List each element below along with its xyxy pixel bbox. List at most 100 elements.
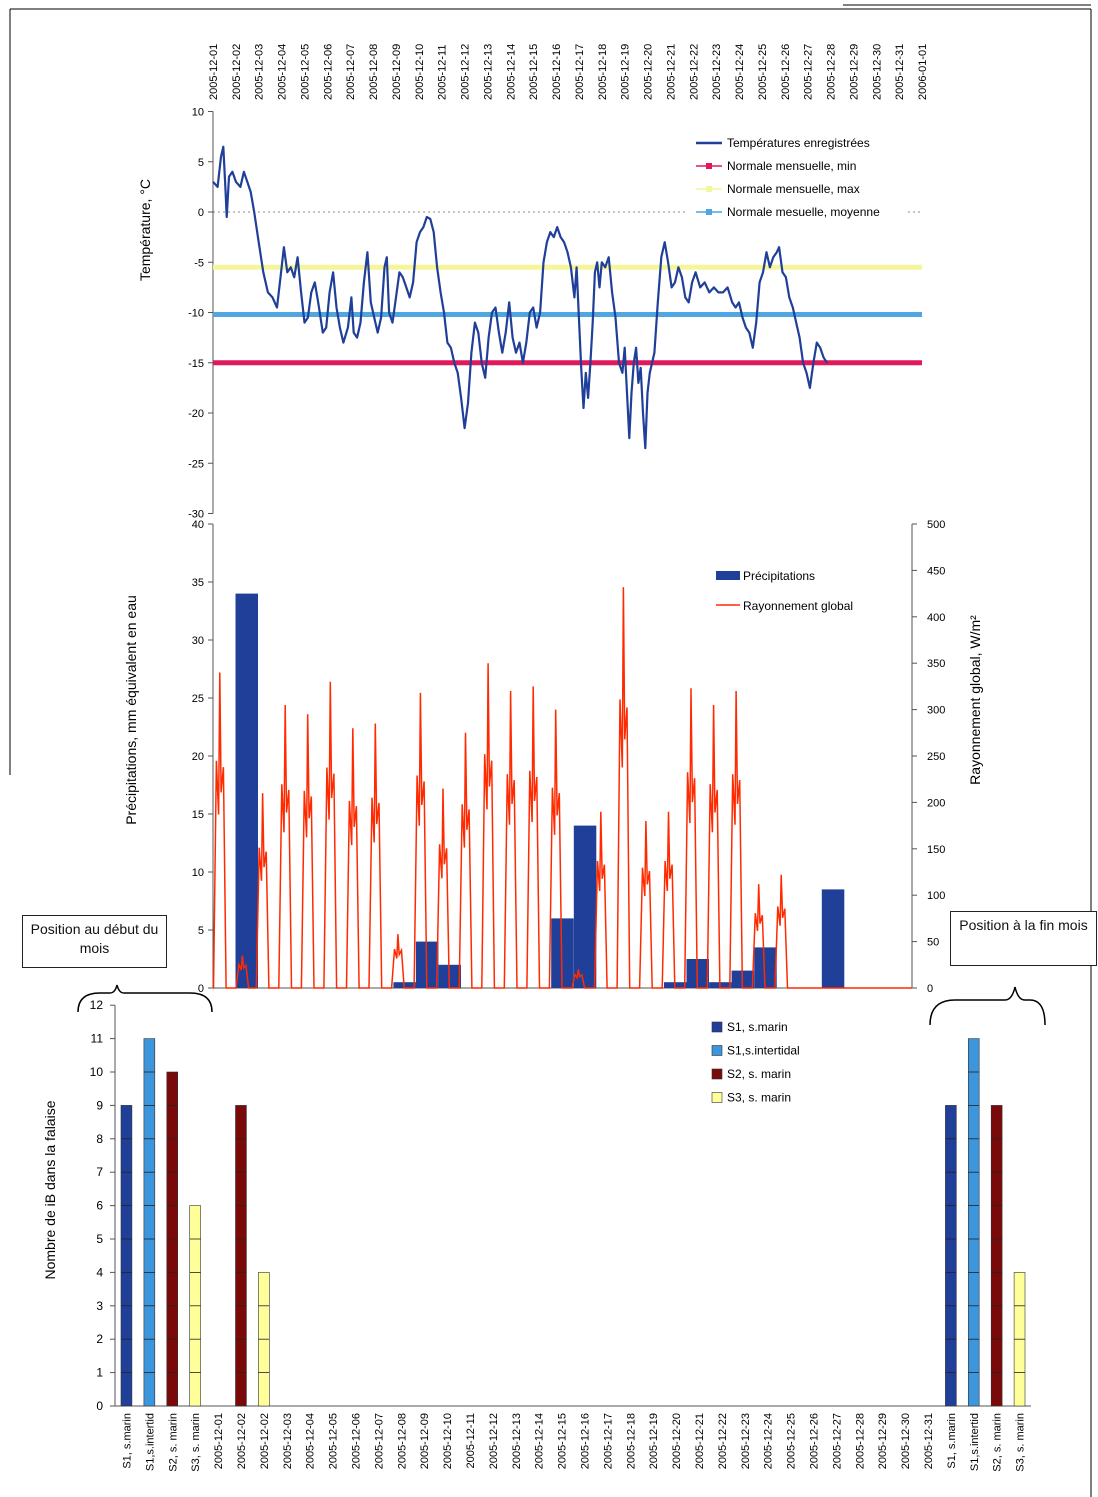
temp-tick-label: -10	[188, 308, 204, 320]
precipitation-bar	[754, 947, 777, 988]
prec-tick-label: 25	[192, 693, 204, 705]
temp-tick-label: 5	[198, 157, 204, 169]
category-label: S2, s. marin	[992, 1413, 1004, 1472]
date-label: 2005-12-17	[574, 44, 586, 100]
date-label: 2005-12-20	[643, 44, 655, 100]
date-label: 2005-12-19	[620, 44, 632, 100]
category-label: S2, s. marin	[167, 1413, 179, 1472]
rad-tick-label: 350	[927, 658, 945, 670]
start-position-text: Position au début du mois	[30, 921, 159, 956]
iceberg-category-labels: S1, s.marin S1,s.intertid S2, s. marin S3, …	[121, 1413, 1026, 1472]
temp-tick-label: -25	[188, 458, 204, 470]
end-brace	[929, 986, 1046, 1026]
category-label: 2005-12-15	[557, 1413, 569, 1469]
iceberg-bar	[235, 1105, 247, 1407]
prec-tick-label: 5	[198, 925, 204, 937]
date-label: 2005-12-09	[391, 44, 403, 100]
date-label: 2005-12-27	[803, 44, 815, 100]
end-position-text: Position à la fin mois	[959, 917, 1088, 933]
category-label: 2005-12-09	[419, 1413, 431, 1469]
ib-tick-label: 12	[90, 998, 104, 1012]
iceberg-axis-title: Nombre de iB dans la falaise	[42, 1100, 58, 1279]
category-label: 2005-12-18	[625, 1413, 637, 1469]
date-label: 2005-12-05	[299, 44, 311, 100]
iceberg-bar	[967, 1038, 980, 1407]
date-label: 2005-12-23	[711, 44, 723, 100]
rad-tick-label: 150	[927, 844, 945, 856]
radiation-axis-title: Rayonnement global, W/m²	[967, 615, 983, 785]
rad-tick-label: 0	[927, 983, 933, 995]
category-label: 2005-12-02	[259, 1413, 271, 1469]
category-label: 2005-12-19	[648, 1413, 660, 1469]
legend-swatch	[711, 1092, 723, 1103]
ib-tick-label: 4	[96, 1265, 103, 1279]
precipitation-legend: Précipitations Rayonnement global	[694, 560, 853, 622]
temperature-legend: Températures enregistrées Normale mensuel…	[688, 135, 908, 227]
rad-tick-label: 300	[927, 705, 945, 717]
temperature-series-line	[212, 145, 829, 450]
temp-tick-label: -15	[188, 358, 204, 370]
date-label: 2005-12-04	[277, 44, 289, 100]
date-label: 2005-12-25	[757, 44, 769, 100]
ib-tick-label: 9	[96, 1098, 103, 1112]
precipitation-bar	[551, 918, 574, 988]
category-label: 2005-12-27	[831, 1413, 843, 1469]
category-label: 2005-12-13	[511, 1413, 523, 1469]
date-label: 2005-12-01	[208, 44, 220, 100]
ib-tick-label: 6	[96, 1199, 103, 1213]
temperature-chart: 10 5 0 -5 -10 -15 -20 -25 -30 Température, °C Te…	[137, 107, 922, 521]
date-label: 2005-12-15	[528, 44, 540, 100]
legend-label: Rayonnement global	[743, 599, 853, 613]
rad-tick-label: 500	[927, 519, 945, 531]
category-label: 2005-12-29	[877, 1413, 889, 1469]
date-label: 2005-12-08	[368, 44, 380, 100]
category-label: 2005-12-24	[763, 1413, 775, 1469]
category-label: 2005-12-28	[854, 1413, 866, 1469]
category-label: 2005-12-20	[671, 1413, 683, 1469]
legend-label: S1, s.marin	[727, 1020, 788, 1034]
precipitation-bar	[573, 825, 597, 988]
legend-marker	[706, 186, 712, 192]
ib-tick-label: 11	[91, 1032, 104, 1046]
category-label: 2005-12-26	[808, 1413, 820, 1469]
rad-tick-label: 400	[927, 612, 945, 624]
date-label: 2005-12-06	[322, 44, 334, 100]
category-label: S1, s.marin	[121, 1413, 133, 1469]
date-label: 2005-12-11	[437, 45, 449, 100]
legend-box	[688, 135, 908, 227]
legend-label: Précipitations	[743, 569, 815, 583]
category-label: 2005-12-21	[694, 1413, 706, 1469]
category-label: 2005-12-02	[236, 1413, 248, 1469]
legend-swatch	[716, 571, 740, 580]
date-label: 2005-12-03	[254, 44, 266, 100]
legend-swatch	[711, 1021, 723, 1033]
prec-tick-label: 35	[192, 577, 204, 589]
date-label: 2005-12-28	[826, 44, 838, 100]
iceberg-bar	[945, 1105, 957, 1407]
temp-tick-label: 0	[198, 207, 204, 219]
rad-tick-label: 100	[927, 890, 945, 902]
start-brace	[77, 984, 213, 1013]
precipitation-bar	[235, 593, 258, 988]
date-label: 2005-12-26	[780, 44, 792, 100]
temp-tick-label: 10	[192, 107, 204, 119]
ib-tick-label: 1	[96, 1366, 103, 1380]
legend-marker	[706, 209, 712, 215]
category-label: 2005-12-01	[213, 1413, 225, 1469]
start-position-callout: Position au début du mois	[22, 915, 167, 968]
legend-label: Normale mesuelle, moyenne	[727, 205, 880, 219]
category-label: 2005-12-25	[786, 1413, 798, 1469]
category-label: 2005-12-10	[442, 1413, 454, 1469]
prec-tick-label: 15	[192, 809, 204, 821]
radiation-series-line	[212, 587, 912, 989]
category-label: 2005-12-17	[602, 1413, 614, 1469]
ib-tick-label: 7	[96, 1165, 103, 1179]
date-label: 2005-12-14	[505, 44, 517, 100]
date-label: 2005-12-21	[665, 44, 677, 100]
category-label: 2005-12-11	[465, 1413, 477, 1468]
date-label: 2005-12-12	[460, 44, 472, 100]
date-label: 2005-12-16	[551, 44, 563, 100]
ib-tick-label: 0	[96, 1399, 103, 1413]
